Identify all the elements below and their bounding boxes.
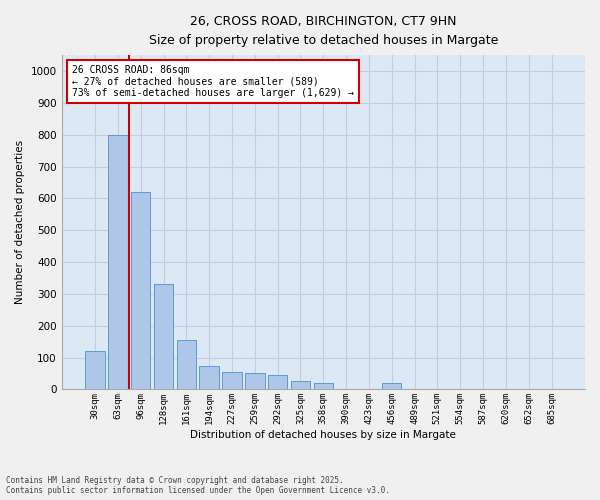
Y-axis label: Number of detached properties: Number of detached properties [15, 140, 25, 304]
Title: 26, CROSS ROAD, BIRCHINGTON, CT7 9HN
Size of property relative to detached house: 26, CROSS ROAD, BIRCHINGTON, CT7 9HN Siz… [149, 15, 498, 47]
Bar [176, 340, 196, 390]
Text: 26 CROSS ROAD: 86sqm
← 27% of detached houses are smaller (589)
73% of semi-deta: 26 CROSS ROAD: 86sqm ← 27% of detached h… [72, 65, 354, 98]
Bar [222, 372, 242, 390]
Text: Contains HM Land Registry data © Crown copyright and database right 2025.
Contai: Contains HM Land Registry data © Crown c… [6, 476, 390, 495]
Bar [268, 375, 287, 390]
X-axis label: Distribution of detached houses by size in Margate: Distribution of detached houses by size … [190, 430, 456, 440]
Bar [108, 134, 128, 390]
Bar [131, 192, 151, 390]
Bar [314, 383, 333, 390]
Bar [291, 382, 310, 390]
Bar [85, 351, 105, 390]
Bar [154, 284, 173, 390]
Bar [382, 383, 401, 390]
Bar [199, 366, 219, 390]
Bar [245, 374, 265, 390]
